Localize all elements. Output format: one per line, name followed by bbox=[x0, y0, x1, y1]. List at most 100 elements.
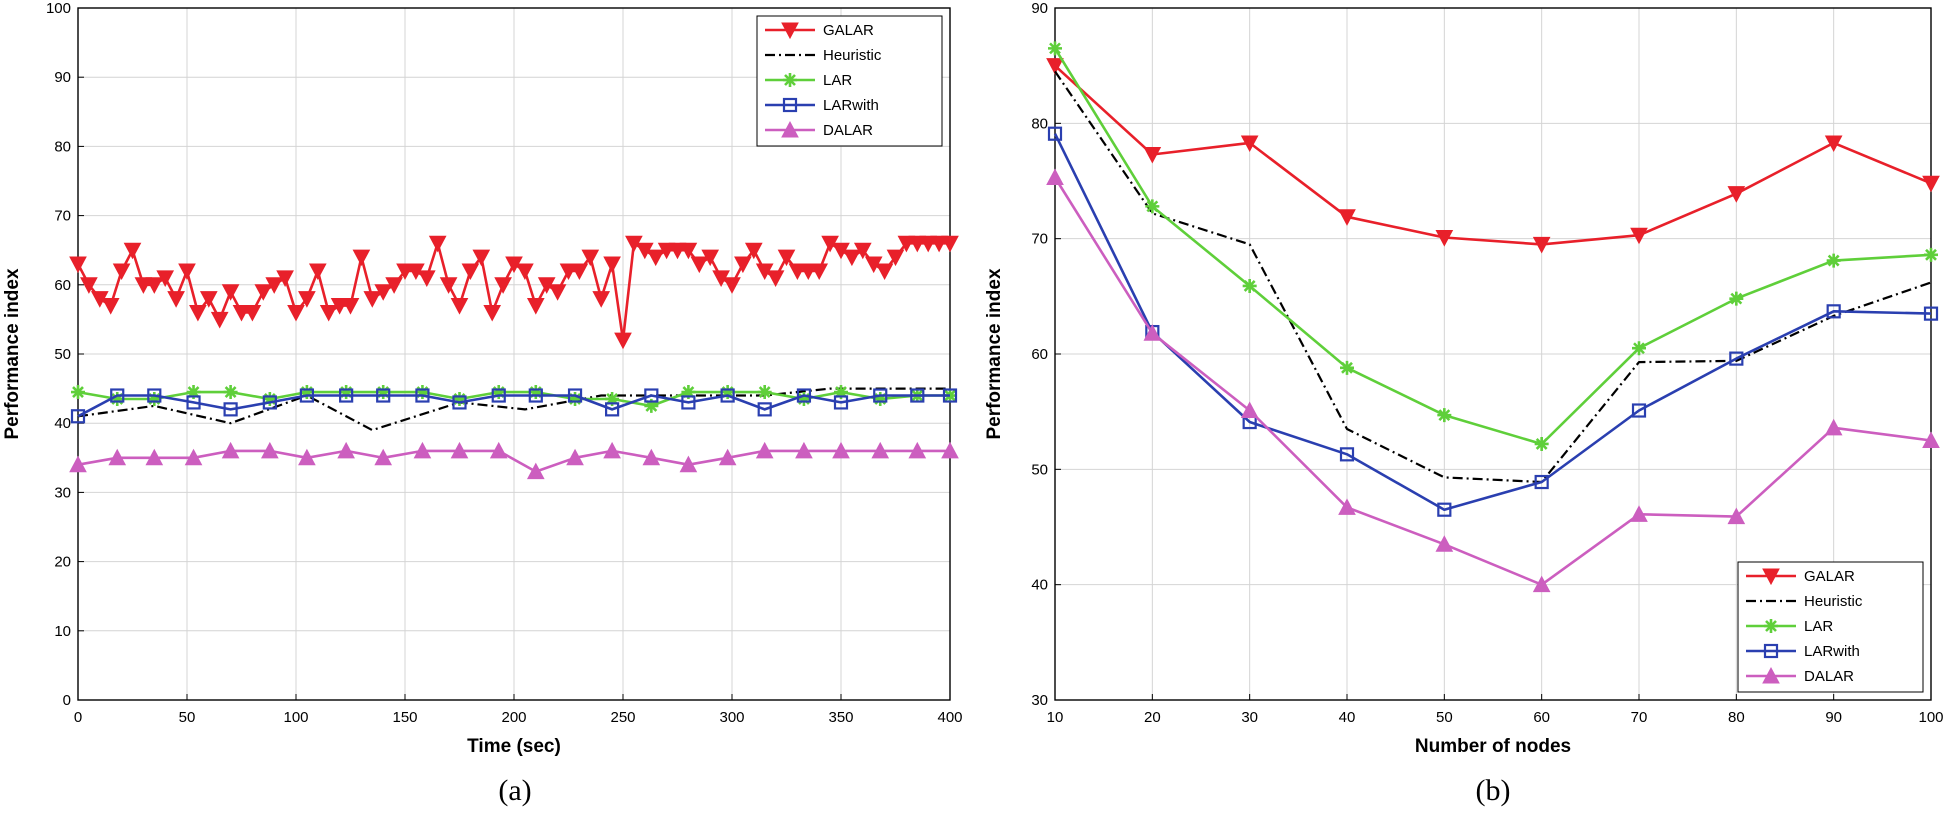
data-point bbox=[1143, 324, 1162, 341]
y-tick-label: 30 bbox=[54, 484, 71, 501]
x-axis-label: Number of nodes bbox=[1415, 736, 1571, 757]
x-tick-label: 30 bbox=[1241, 709, 1258, 726]
data-point bbox=[265, 277, 284, 294]
data-point bbox=[178, 263, 196, 281]
legend-item: LAR bbox=[765, 72, 852, 89]
data-point bbox=[766, 270, 785, 287]
data-point bbox=[452, 395, 467, 410]
data-point bbox=[1826, 253, 1841, 268]
data-point bbox=[570, 263, 589, 281]
data-point bbox=[374, 448, 393, 466]
x-tick-label: 20 bbox=[1144, 709, 1161, 726]
series-line bbox=[77, 449, 950, 473]
x-tick-label: 300 bbox=[719, 709, 744, 726]
data-point bbox=[720, 385, 735, 400]
data-point bbox=[108, 448, 127, 466]
data-point bbox=[186, 395, 201, 410]
data-point bbox=[428, 235, 447, 253]
data-point bbox=[614, 332, 632, 350]
data-point bbox=[262, 395, 277, 410]
data-point bbox=[147, 391, 162, 406]
data-point bbox=[69, 455, 87, 473]
legend-marker bbox=[783, 73, 797, 87]
legend-marker bbox=[1762, 666, 1780, 684]
data-point bbox=[734, 256, 752, 274]
series-line bbox=[1053, 133, 1932, 512]
x-tick-label: 100 bbox=[1918, 709, 1943, 726]
data-point bbox=[210, 311, 229, 329]
data-point bbox=[110, 391, 125, 406]
legend-label: GALAR bbox=[823, 22, 874, 39]
y-tick-label: 0 bbox=[63, 692, 71, 709]
y-tick-label: 60 bbox=[1031, 346, 1048, 363]
data-point bbox=[644, 388, 659, 403]
data-point bbox=[491, 388, 506, 403]
x-tick-label: 400 bbox=[937, 709, 962, 726]
x-tick-label: 70 bbox=[1631, 709, 1648, 726]
data-point bbox=[483, 304, 502, 322]
series-larwith bbox=[70, 388, 958, 424]
data-point bbox=[908, 441, 927, 459]
data-point bbox=[1435, 230, 1454, 247]
data-point bbox=[413, 441, 432, 459]
y-tick-label: 30 bbox=[1031, 692, 1048, 709]
x-tick-label: 350 bbox=[828, 709, 853, 726]
data-point bbox=[681, 395, 696, 410]
data-point bbox=[341, 298, 360, 315]
data-point bbox=[644, 398, 659, 413]
data-point bbox=[221, 284, 240, 301]
data-point bbox=[339, 388, 354, 403]
data-point bbox=[567, 388, 583, 403]
legend-item: LAR bbox=[1746, 618, 1833, 635]
data-point bbox=[1240, 401, 1259, 419]
data-point bbox=[1631, 403, 1647, 418]
data-point bbox=[744, 242, 763, 260]
data-point bbox=[528, 385, 543, 400]
legend: GALAR Heuristic LAR LARwith DALAR bbox=[756, 15, 943, 147]
data-point bbox=[701, 249, 720, 267]
series-heuristic bbox=[77, 387, 950, 432]
data-point bbox=[930, 235, 948, 253]
legend-label: Heuristic bbox=[1804, 593, 1863, 610]
data-point bbox=[232, 304, 251, 322]
y-tick-label: 90 bbox=[54, 69, 71, 86]
data-point bbox=[941, 235, 959, 253]
legend-label: DALAR bbox=[823, 122, 873, 139]
data-point bbox=[1924, 247, 1938, 262]
data-point bbox=[450, 298, 469, 315]
chart-a: 0 50 100 150 200 250 300 350 400 0 10 20 30 40 50 60 70 8… bbox=[2, 0, 963, 807]
series-galar bbox=[1046, 58, 1940, 254]
data-point bbox=[69, 256, 87, 274]
data-point bbox=[494, 277, 512, 294]
data-point bbox=[1727, 186, 1746, 203]
data-point bbox=[897, 235, 916, 253]
y-tick-label: 80 bbox=[1031, 115, 1048, 132]
data-point bbox=[299, 385, 314, 400]
data-point bbox=[1727, 507, 1746, 525]
data-point bbox=[875, 263, 894, 281]
legend-item: GALAR bbox=[1746, 568, 1855, 586]
data-point bbox=[1145, 199, 1160, 214]
data-point bbox=[298, 291, 316, 308]
x-axis-label: Time (sec) bbox=[467, 736, 561, 757]
data-point bbox=[298, 448, 316, 466]
data-point bbox=[668, 242, 687, 260]
data-point bbox=[832, 441, 850, 459]
data-point bbox=[592, 291, 611, 308]
data-point bbox=[873, 391, 888, 406]
data-point bbox=[646, 249, 665, 267]
data-point bbox=[299, 388, 314, 403]
data-point bbox=[319, 304, 338, 322]
data-point bbox=[167, 291, 185, 308]
data-point bbox=[568, 391, 583, 406]
legend-item: Heuristic bbox=[765, 47, 882, 64]
data-point bbox=[199, 291, 218, 308]
data-point bbox=[919, 235, 938, 253]
data-point bbox=[186, 385, 201, 400]
data-point bbox=[189, 304, 207, 322]
data-point bbox=[243, 304, 262, 322]
y-tick-label: 80 bbox=[54, 138, 71, 155]
data-point bbox=[287, 304, 305, 322]
data-point bbox=[679, 242, 698, 260]
